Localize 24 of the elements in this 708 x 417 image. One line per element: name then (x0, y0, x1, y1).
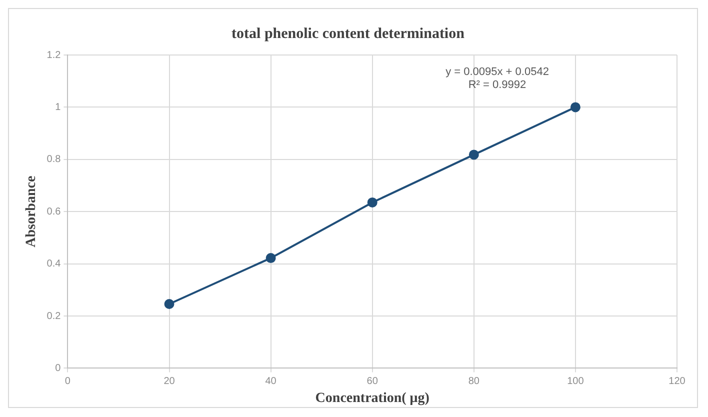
chart-title: total phenolic content determination (232, 26, 466, 42)
y-tick-label: 1.2 (46, 50, 62, 61)
x-tick-label: 0 (64, 376, 71, 387)
y-tick-label: 0.6 (46, 206, 62, 218)
x-tick-label: 20 (164, 376, 176, 387)
x-axis-title: Concentration( μg) (315, 391, 430, 406)
point (266, 253, 276, 264)
x-tick-label: 40 (265, 376, 277, 387)
x-tick-label: 120 (668, 376, 686, 387)
x-tick-label: 60 (366, 376, 378, 387)
y-tick-label: 0.8 (46, 154, 62, 166)
point (367, 197, 378, 208)
y-tick-label: 0 (55, 362, 62, 374)
annotation: y = 0.0095x + 0.0542 (446, 66, 549, 78)
x-tick-label: 80 (468, 376, 480, 387)
x-tick-label: 100 (567, 376, 584, 387)
annotation: R² = 0.9992 (468, 79, 526, 91)
point (570, 102, 580, 112)
y-tick-label: 0.2 (46, 310, 62, 322)
point (164, 298, 174, 309)
y-axis-title: Absorbance (24, 176, 40, 248)
y-tick-label: 0.4 (46, 258, 62, 270)
y-tick-label: 1 (55, 102, 62, 113)
point (468, 150, 479, 160)
